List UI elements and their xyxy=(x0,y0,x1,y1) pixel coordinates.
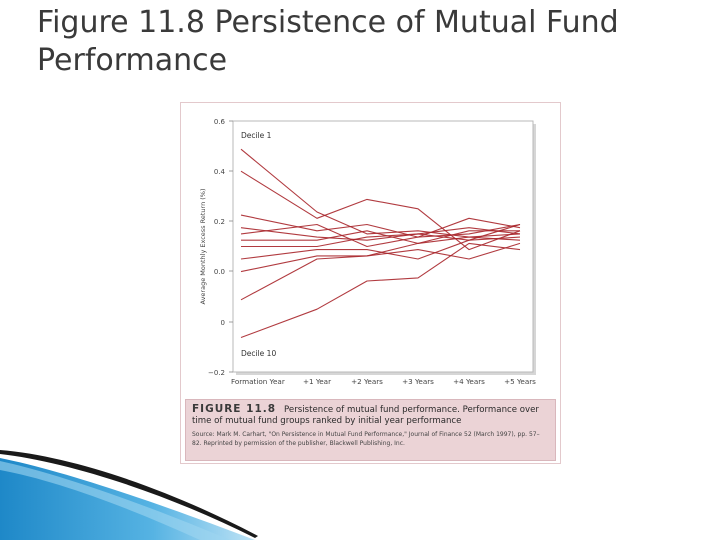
series-line-7 xyxy=(241,233,521,248)
x-category-label: +4 Years xyxy=(453,377,485,386)
series-line-10 xyxy=(240,233,521,301)
y-tick-label: 0.6 xyxy=(214,118,226,126)
y-tick-label: −0.2 xyxy=(208,369,225,377)
series-line-2 xyxy=(240,170,521,251)
caption-source: Source: Mark M. Carhart, "On Persistence… xyxy=(192,431,540,447)
persistence-line-chart: 0.6 0.4 0.2 0.0 0 −0.2 Average Monthly Excess … xyxy=(199,118,536,386)
slide-title: Figure 11.8 Persistence of Mutual Fund P… xyxy=(37,4,697,80)
slide-title-line-2: Performance xyxy=(37,43,228,78)
annotation-decile-10: Decile 10 xyxy=(241,349,276,358)
x-category-label: Formation Year xyxy=(231,377,285,386)
y-tick-label: 0.4 xyxy=(214,168,226,176)
series-line-11 xyxy=(240,242,521,339)
caption-text: Persistence of mutual fund performance. … xyxy=(192,405,539,426)
x-category-label: +1 Year xyxy=(303,377,331,386)
y-axis-label: Average Monthly Excess Return (%) xyxy=(199,189,207,305)
x-category-label: +3 Years xyxy=(402,377,434,386)
slide-title-line-1: Figure 11.8 Persistence of Mutual Fund xyxy=(37,5,619,40)
decorative-swoosh xyxy=(0,450,258,540)
caption-label: FIGURE 11.8 xyxy=(192,403,277,415)
y-tick-label: 0.0 xyxy=(214,268,225,276)
annotation-decile-1: Decile 1 xyxy=(241,131,272,140)
caption-heading: FIGURE 11.8 Persistence of mutual fund pe… xyxy=(192,404,549,427)
series-line-9 xyxy=(240,242,521,273)
series-line-3 xyxy=(240,214,521,238)
figure-card: 0.6 0.4 0.2 0.0 0 −0.2 Average Monthly Excess … xyxy=(180,102,561,464)
series-line-8 xyxy=(240,223,521,260)
series-line-6 xyxy=(241,230,520,244)
y-tick-label: 0 xyxy=(221,319,225,327)
series-line-5 xyxy=(240,223,521,248)
y-tick-label: 0.2 xyxy=(214,218,225,226)
x-category-label: +5 Years xyxy=(504,377,536,386)
figure-caption: FIGURE 11.8 Persistence of mutual fund pe… xyxy=(185,399,556,461)
x-category-label: +2 Years xyxy=(351,377,383,386)
